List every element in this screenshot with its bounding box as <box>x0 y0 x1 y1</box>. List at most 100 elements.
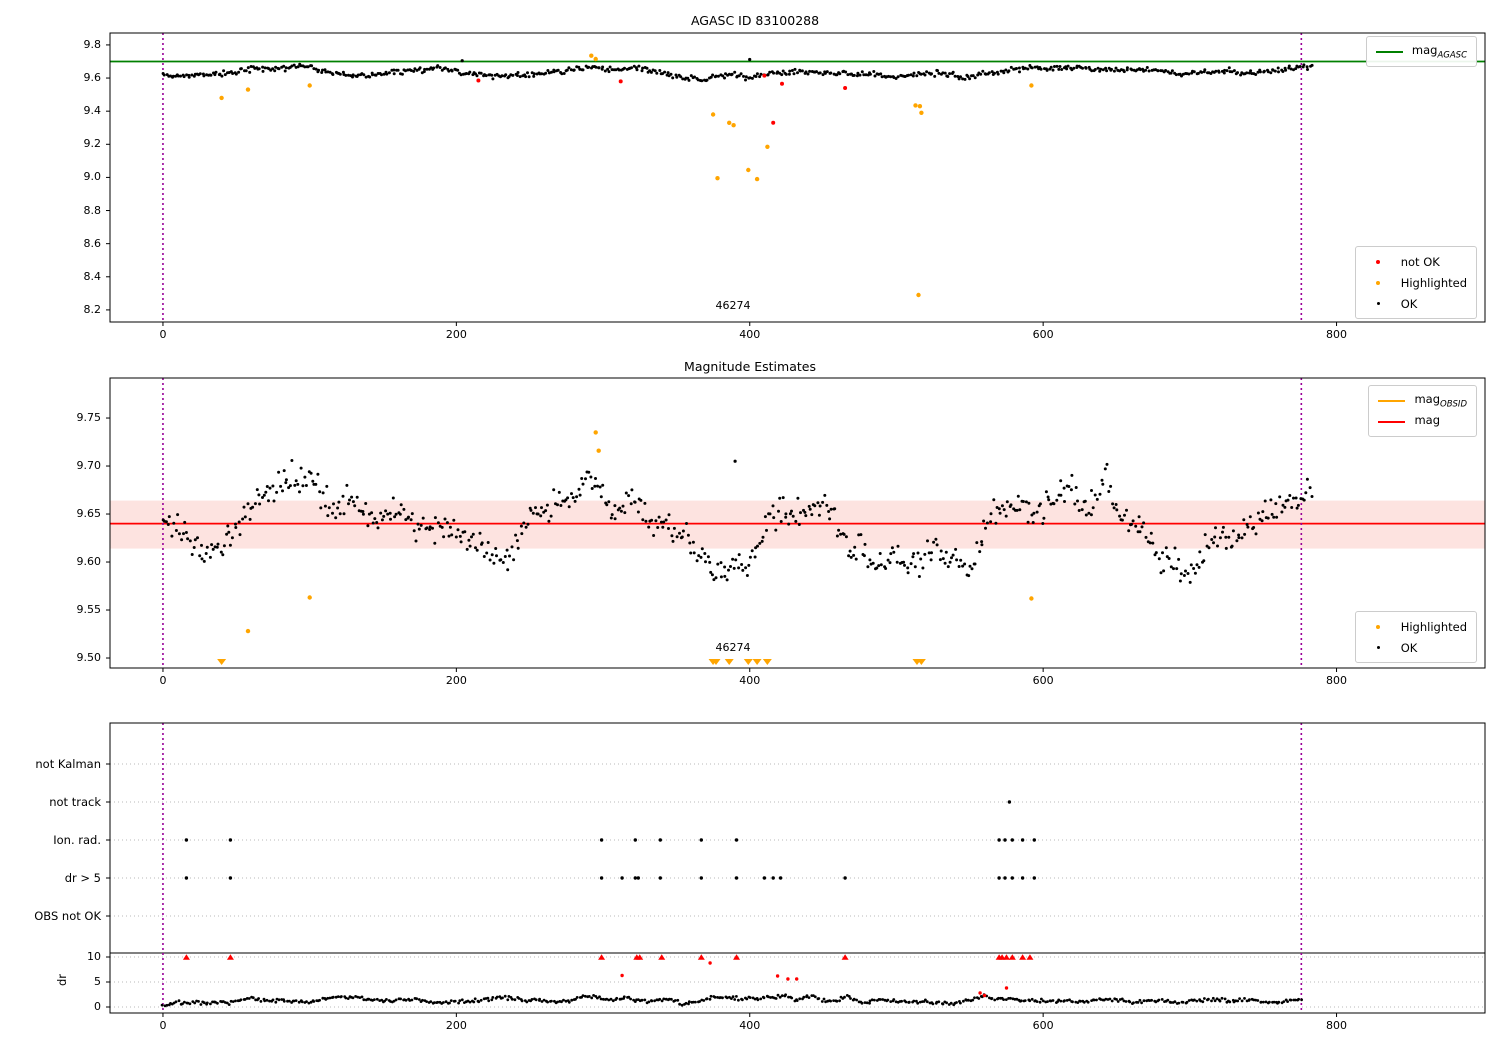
data-point <box>1122 70 1126 74</box>
data-point <box>1305 65 1309 69</box>
data-point <box>370 511 374 515</box>
data-point <box>486 996 490 1000</box>
data-point <box>619 509 623 513</box>
data-point <box>177 532 181 536</box>
ytick-label-top-8.4: 8.4 <box>83 269 102 283</box>
data-point <box>835 73 839 77</box>
legend-top-markers[interactable]: not OK Highlighted OK <box>1354 246 1477 319</box>
data-point <box>542 998 546 1002</box>
data-point <box>238 533 242 537</box>
data-point <box>941 1002 945 1006</box>
data-point <box>961 564 965 568</box>
data-point <box>264 490 268 494</box>
data-point <box>948 560 952 564</box>
data-point <box>1294 998 1297 1002</box>
ok-scatter-plot-1 <box>161 459 1314 584</box>
flag-point <box>184 876 189 880</box>
data-point <box>906 566 910 570</box>
data-point <box>408 999 412 1002</box>
axes-frame-2 <box>109 722 1486 1014</box>
flag-point <box>658 838 662 842</box>
data-point <box>309 1000 313 1004</box>
data-point <box>1053 65 1056 68</box>
data-point <box>351 500 355 504</box>
data-point <box>239 67 243 71</box>
data-point <box>712 578 716 582</box>
data-point <box>709 570 713 574</box>
data-point <box>895 560 899 564</box>
data-point <box>567 505 571 509</box>
data-point <box>474 546 477 550</box>
data-point <box>956 75 960 78</box>
data-point <box>1072 66 1076 70</box>
legend-middle-markers[interactable]: Highlighted OK <box>1354 611 1477 663</box>
data-point <box>1035 510 1039 514</box>
data-point <box>514 533 518 537</box>
data-point <box>180 538 184 542</box>
data-point <box>886 558 890 562</box>
data-point <box>1166 998 1170 1002</box>
data-point <box>288 484 292 488</box>
data-point <box>689 551 693 555</box>
data-point <box>334 995 338 999</box>
data-point <box>672 526 676 530</box>
data-point <box>771 504 775 508</box>
data-point <box>301 484 305 488</box>
data-point <box>218 72 222 76</box>
data-point <box>787 522 791 526</box>
data-point <box>1188 580 1192 584</box>
data-point <box>530 998 534 1001</box>
data-point <box>566 496 570 500</box>
data-point <box>518 75 522 79</box>
data-point <box>868 72 872 76</box>
data-point <box>223 73 227 77</box>
flag-point <box>699 838 703 842</box>
data-point <box>1157 557 1161 561</box>
data-point <box>990 997 994 1000</box>
data-point <box>1059 999 1063 1003</box>
data-point <box>673 999 677 1002</box>
data-point <box>287 486 291 490</box>
data-point <box>327 506 331 510</box>
not-ok-point <box>771 120 776 125</box>
data-point <box>1151 541 1155 545</box>
data-point <box>1128 1000 1132 1004</box>
data-point <box>1237 533 1241 537</box>
data-point <box>761 535 765 539</box>
data-point <box>348 498 351 502</box>
data-point <box>1297 997 1300 1001</box>
mag-obsid-sub: OBSID <box>1440 399 1467 410</box>
data-point <box>552 70 556 74</box>
data-point <box>1210 538 1214 541</box>
data-point <box>510 997 514 1001</box>
data-point <box>744 78 747 82</box>
legend-mag-lines[interactable]: magOBSID mag <box>1368 385 1477 437</box>
data-point <box>796 71 799 75</box>
data-point <box>790 69 794 72</box>
ok-dot-swatch <box>1365 302 1392 305</box>
dr-not-ok-point <box>795 977 799 981</box>
data-point <box>536 512 540 516</box>
flag-point <box>228 838 233 842</box>
data-point <box>225 1001 229 1005</box>
data-point <box>450 533 454 537</box>
data-point <box>894 1000 898 1004</box>
data-point <box>456 68 460 72</box>
data-point <box>693 75 696 79</box>
data-point <box>197 1000 200 1003</box>
data-point <box>259 1000 263 1003</box>
highlighted-point <box>219 95 224 101</box>
flag-point <box>599 876 604 880</box>
flag-point <box>228 876 233 880</box>
legend-mag-agasc[interactable]: magAGASC <box>1365 36 1477 67</box>
data-point <box>219 550 223 554</box>
data-point <box>849 997 852 1000</box>
data-point <box>231 1000 235 1003</box>
data-point <box>570 492 573 496</box>
data-point <box>1210 999 1213 1003</box>
data-point <box>777 509 780 513</box>
data-point <box>1046 1000 1049 1003</box>
data-point <box>1009 503 1013 507</box>
xtick-label-2-600: 600 <box>1032 1019 1054 1032</box>
data-point <box>804 70 808 74</box>
